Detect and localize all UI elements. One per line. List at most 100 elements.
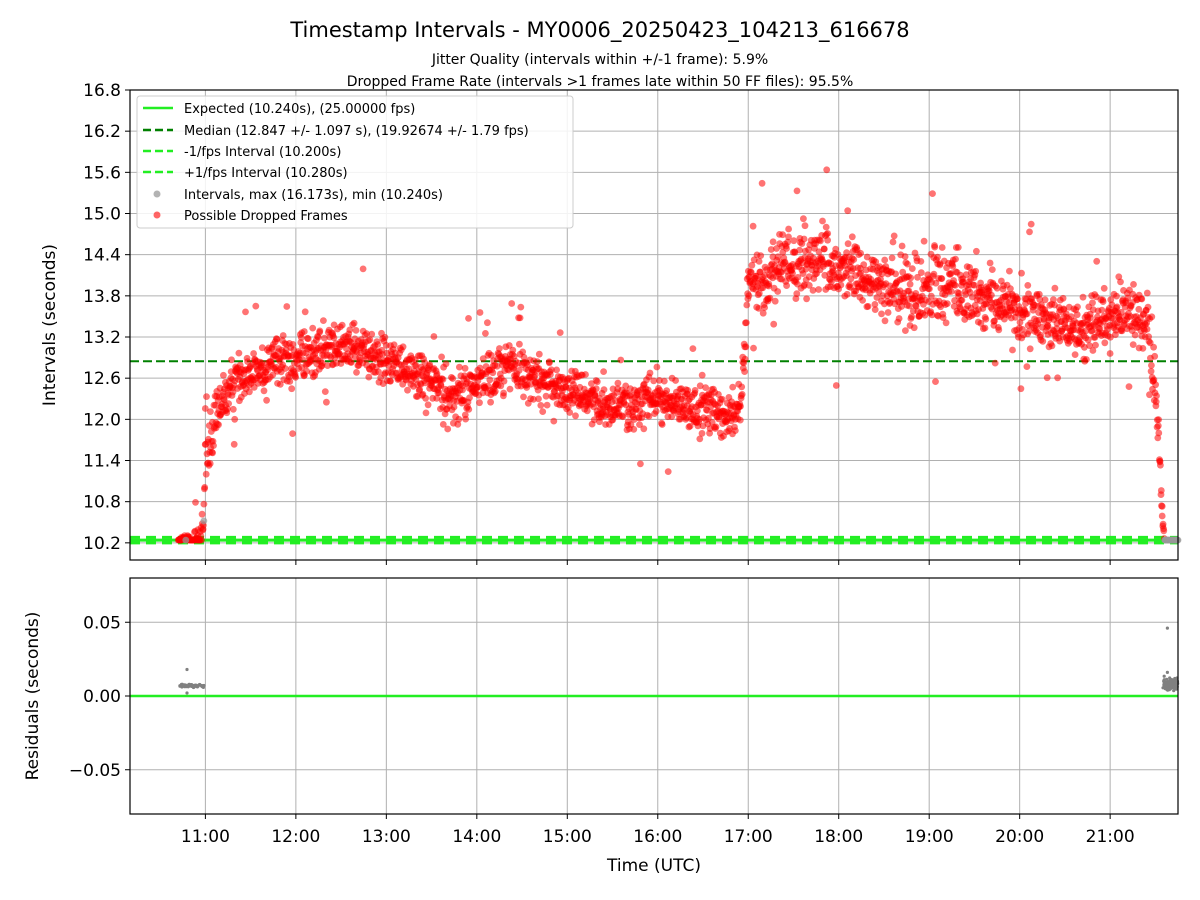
top-y-tick-label: 12.0 <box>83 410 121 430</box>
dropped-frame-point <box>1071 351 1079 358</box>
dropped-frame-point <box>783 282 790 289</box>
dropped-frame-point <box>456 363 463 371</box>
dropped-frame-point <box>1044 322 1052 330</box>
dropped-frame-point <box>442 360 450 368</box>
dropped-frame-point <box>1017 385 1025 393</box>
dropped-frame-point <box>439 421 447 428</box>
bottom-y-tick-label: −0.05 <box>69 761 121 781</box>
dropped-frame-point <box>767 246 775 253</box>
dropped-frame-point <box>774 253 782 261</box>
dropped-frame-point <box>242 308 249 316</box>
bottom-panel-x-ticks: 11:00 12:00 13:00 14:00 15:00 16:00 17:00 18:00… <box>181 814 1135 847</box>
dropped-frame-point <box>750 344 757 352</box>
dropped-frame-point <box>718 395 726 403</box>
dropped-frame-point <box>1092 341 1099 349</box>
dropped-frame-point <box>539 408 547 415</box>
dropped-frame-point <box>930 270 938 278</box>
dropped-frame-point <box>509 346 517 354</box>
top-panel-frame <box>129 89 1179 561</box>
residual-point <box>195 685 199 689</box>
dropped-frame-point <box>1113 303 1121 311</box>
dropped-frame-point <box>1073 311 1081 319</box>
dropped-frame-point <box>508 300 516 307</box>
top-y-tick-label: 11.4 <box>83 452 121 472</box>
dropped-frame-point <box>794 274 802 281</box>
dropped-frame-point <box>600 386 608 393</box>
dropped-frame-point <box>757 252 765 259</box>
dropped-frame-point <box>404 386 411 394</box>
dropped-frame-point <box>660 377 668 385</box>
dropped-frame-point <box>517 303 525 311</box>
dropped-frame-point <box>828 278 835 286</box>
dropped-frame-point <box>793 187 801 195</box>
legend-median-label: Median (12.847 +/- 1.097 s), (19.92674 +… <box>184 124 529 139</box>
dropped-frame-point <box>805 282 813 289</box>
residual-point <box>179 683 183 687</box>
residual-point <box>1165 670 1169 675</box>
dropped-frame-point <box>461 364 469 372</box>
dropped-frame-point <box>1131 331 1139 339</box>
dropped-frame-point <box>543 401 551 409</box>
dropped-frame-point <box>489 369 497 377</box>
residual-point <box>184 684 188 688</box>
dropped-frame-point <box>926 285 933 293</box>
dropped-frame-point <box>484 319 491 327</box>
dropped-frame-point <box>902 327 909 334</box>
residual-point <box>1163 685 1167 689</box>
chart-subtitle-jitter: Jitter Quality (intervals within +/-1 fr… <box>431 52 768 68</box>
dropped-frame-point <box>1135 305 1143 313</box>
dropped-frame-point <box>765 280 773 288</box>
dropped-frame-point <box>939 314 947 321</box>
dropped-frame-point <box>475 383 482 391</box>
dropped-frame-point <box>321 388 329 395</box>
dropped-frame-point <box>832 245 840 253</box>
residual-point <box>1172 689 1176 693</box>
dropped-frame-point <box>1025 327 1033 335</box>
dropped-frame-point <box>1079 293 1087 301</box>
residual-point <box>190 683 194 687</box>
dropped-frame-point <box>444 425 452 433</box>
dropped-frame-point <box>1152 398 1160 406</box>
x-tick-label: 14:00 <box>452 827 501 847</box>
dropped-frame-point <box>785 233 792 241</box>
dropped-frame-point <box>564 403 572 411</box>
dropped-frame-point <box>619 413 627 421</box>
dropped-frame-point <box>273 335 281 343</box>
dropped-frame-point <box>938 275 946 282</box>
dropped-frame-point <box>1027 220 1035 228</box>
dropped-frame-point <box>636 421 643 428</box>
dropped-frame-point <box>748 261 756 269</box>
dropped-frame-point <box>857 249 864 257</box>
dropped-frame-point <box>917 269 925 276</box>
dropped-frame-point <box>500 389 507 397</box>
dropped-frame-point <box>289 341 297 348</box>
dropped-frame-point <box>438 353 445 361</box>
dropped-frame-point <box>1007 285 1014 293</box>
dropped-frame-point <box>206 460 214 467</box>
dropped-frame-point <box>465 315 472 322</box>
bottom-y-axis-label: Residuals (seconds) <box>23 612 43 781</box>
dropped-frame-point <box>363 330 370 337</box>
dropped-frame-point <box>646 369 654 377</box>
dropped-frame-point <box>614 379 622 387</box>
legend-intervals-swatch <box>153 190 161 198</box>
dropped-frame-point <box>770 320 778 328</box>
dropped-frame-point <box>1074 303 1081 311</box>
dropped-frame-point <box>366 336 374 344</box>
dropped-frame-point <box>1155 429 1163 437</box>
dropped-frame-point <box>749 222 757 230</box>
dropped-frame-point <box>815 286 822 293</box>
dropped-frame-point <box>593 378 601 386</box>
dropped-frame-point <box>1117 278 1124 286</box>
dropped-frame-point <box>1101 339 1109 347</box>
dropped-frame-point <box>769 238 777 246</box>
dropped-frame-point <box>1023 310 1031 318</box>
dropped-frame-point <box>390 341 398 349</box>
dropped-frame-point <box>323 398 330 406</box>
dropped-frame-point <box>476 309 484 316</box>
dropped-frame-point <box>731 427 739 434</box>
dropped-frame-point <box>1125 383 1133 390</box>
dropped-frame-point <box>550 417 558 425</box>
legend-box <box>136 95 574 229</box>
dropped-frame-point <box>755 258 763 265</box>
